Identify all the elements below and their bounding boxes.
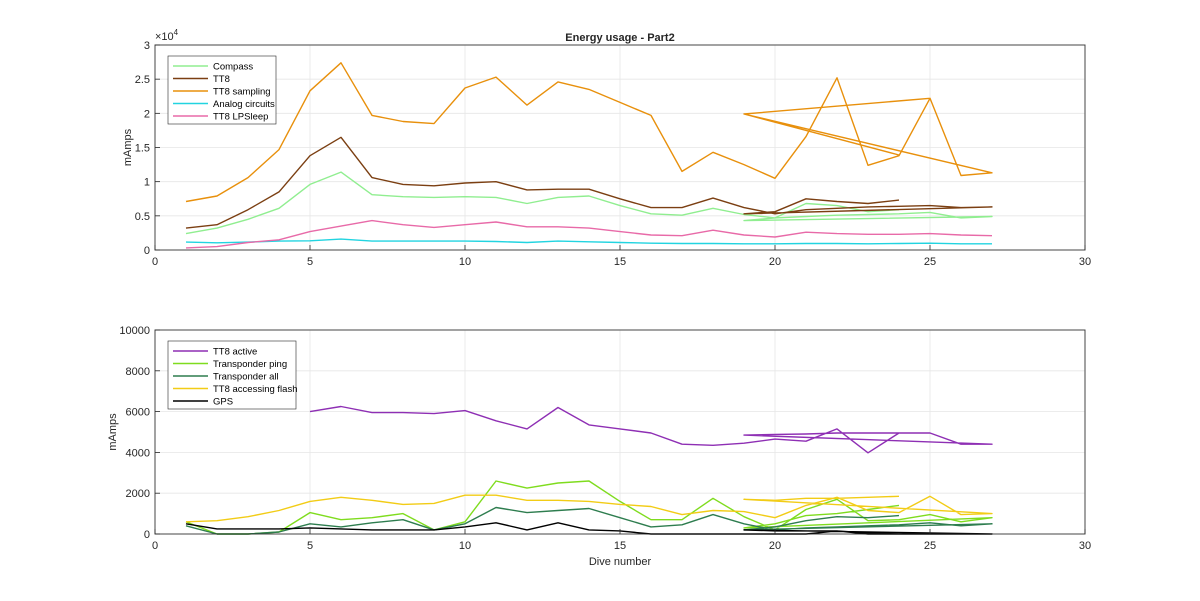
top-axes-border [154,44,1086,251]
bottom-x-tick-label: 20 [769,540,781,552]
top-x-tick-label: 20 [769,256,781,268]
bottom-y-tick-label: 8000 [126,366,150,378]
bottom-series-line-3 [185,494,993,523]
top-y-tick-label: 2 [144,108,150,120]
top-legend-label-3: Analog circuits [213,99,275,110]
bottom-y-tick-label: 2000 [126,488,150,500]
bottom-axes-series [185,405,993,535]
top-y-exponent-label: ×104 [155,28,179,43]
top-y-tick-label: 1 [144,177,150,189]
bottom-y-tick-label: 6000 [126,407,150,419]
bottom-series-line-1 [185,480,993,535]
top-series-line-2 [185,62,993,203]
bottom-legend-box [167,340,297,410]
bottom-axes: 0 5 10 15 20 25 30 0 2000 4000 6000 8000 10000 Dive … [107,325,1091,568]
top-axes: 0 5 10 15 20 25 30 0 0.5 1 1.5 2 2.5 3 Energy usage -… [122,28,1091,268]
top-x-tick-label: 30 [1079,256,1091,268]
top-x-tick-label: 5 [307,256,313,268]
top-y-tick-label: 0 [144,245,150,257]
bottom-x-tick-label: 30 [1079,540,1091,552]
bottom-x-tick-label: 5 [307,540,313,552]
top-x-tick-label: 10 [459,256,471,268]
top-legend-box [167,55,277,125]
bottom-y-axis-label: mAmps [107,413,119,451]
top-y-exponent-base: ×10 [155,31,174,43]
bottom-x-tick-label: 10 [459,540,471,552]
top-legend-label-4: TT8 LPSleep [213,112,268,123]
top-y-tick-label: 3 [144,40,150,52]
bottom-legend-label-2: Transponder all [213,372,279,383]
top-series-line-1 [185,136,993,229]
top-y-exponent-power: 4 [174,28,179,37]
top-series-line-0 [185,171,993,235]
bottom-legend-label-3: TT8 accessing flash [213,384,297,395]
top-legend-label-0: Compass [213,62,253,73]
bottom-axes-border [154,329,1086,535]
top-axes-ticks: 0 5 10 15 20 25 30 0 0.5 1 1.5 2 2.5 3 [135,40,1091,268]
top-chart-title: Energy usage - Part2 [565,32,674,44]
bottom-legend-label-0: TT8 active [213,347,257,358]
bottom-y-tick-label: 10000 [119,325,150,337]
bottom-x-tick-label: 0 [152,540,158,552]
bottom-y-tick-label: 0 [144,529,150,541]
top-legend-label-1: TT8 [213,74,230,85]
top-x-tick-label: 0 [152,256,158,268]
bottom-y-tick-label: 4000 [126,447,150,459]
bottom-legend-label-4: GPS [213,397,233,408]
top-series-line-3 [185,238,992,245]
top-y-tick-label: 2.5 [135,74,150,86]
top-y-tick-label: 0.5 [135,211,150,223]
top-axes-series [185,62,993,249]
bottom-x-axis-label: Dive number [589,556,652,568]
bottom-series-line-0 [309,405,993,454]
bottom-series-line-2 [185,506,993,535]
bottom-x-tick-label: 25 [924,540,936,552]
top-series-line-4 [185,219,993,249]
top-x-tick-label: 15 [614,256,626,268]
bottom-x-tick-label: 15 [614,540,626,552]
bottom-legend-label-1: Transponder ping [213,359,287,370]
top-y-tick-label: 1.5 [135,143,150,155]
top-x-tick-label: 25 [924,256,936,268]
top-legend-label-2: TT8 sampling [213,87,271,98]
top-y-axis-label: mAmps [122,128,134,166]
